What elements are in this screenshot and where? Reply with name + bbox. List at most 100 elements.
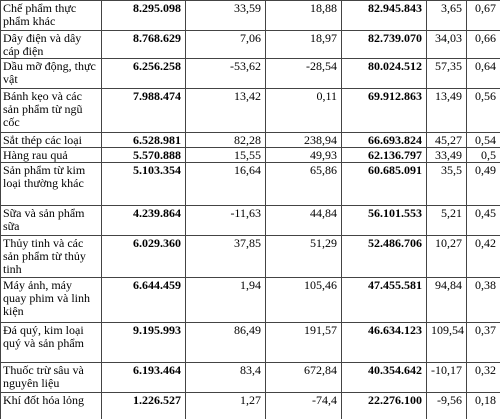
row-label: Chế phẩm thực phẩm khác	[0, 0, 102, 31]
table-row: Chế phẩm thực phẩm khác 8.295.098 33,59 18,…	[0, 0, 500, 31]
table-row: Khí đốt hóa lỏng 1.226.527 1,27 -74,4 22.276…	[0, 392, 500, 419]
table-row: Thuốc trừ sâu và nguyên liệu 6.193.464 83,…	[0, 362, 500, 393]
table-cell: 13,42	[185, 88, 266, 133]
table-cell: 22.276.100	[341, 392, 427, 419]
table-cell: 33,59	[185, 0, 266, 31]
table-cell: 0,38	[466, 277, 500, 323]
row-label: Bánh kẹo và các sản phẩm từ ngũ cốc	[0, 88, 102, 133]
table-cell: 191,57	[265, 322, 342, 363]
table-cell: 238,94	[265, 132, 342, 148]
table-cell: 6.256.258	[101, 58, 186, 89]
row-label: Hàng rau quả	[0, 147, 102, 163]
table-cell: 0,37	[466, 322, 500, 363]
table-cell: 0,5	[466, 147, 500, 163]
table-cell: 1.226.527	[101, 392, 186, 419]
table-cell: 51,29	[265, 235, 342, 278]
table-cell: 6.193.464	[101, 362, 186, 393]
table-cell: 0,49	[466, 162, 500, 206]
table-cell: 1,27	[185, 392, 266, 419]
row-label: Thuốc trừ sâu và nguyên liệu	[0, 362, 102, 393]
table-cell: 5.103.354	[101, 162, 186, 206]
table-cell: 6.029.360	[101, 235, 186, 278]
table-cell: -11,63	[185, 205, 266, 236]
table-cell: 109,54	[426, 322, 467, 363]
table-cell: 15,55	[185, 147, 266, 163]
table-cell: 65,86	[265, 162, 342, 206]
table-cell: 3,65	[426, 0, 467, 31]
table-row: Thủy tinh và các sản phẩm từ thủy tinh 6.…	[0, 235, 500, 278]
table-cell: -28,54	[265, 58, 342, 89]
table-row: Máy ảnh, máy quay phim và linh kiện 6.644…	[0, 277, 500, 323]
row-label: Sắt thép các loại	[0, 132, 102, 148]
table-cell: 6.528.981	[101, 132, 186, 148]
table-cell: 0,56	[466, 88, 500, 133]
table-cell: 52.486.706	[341, 235, 427, 278]
table-cell: 46.634.123	[341, 322, 427, 363]
table-cell: 80.024.512	[341, 58, 427, 89]
table-cell: 672,84	[265, 362, 342, 393]
table-cell: 94,84	[426, 277, 467, 323]
table-cell: 105,46	[265, 277, 342, 323]
table-cell: -10,17	[426, 362, 467, 393]
table-cell: -74,4	[265, 392, 342, 419]
table-cell: 13,49	[426, 88, 467, 133]
table-row: Đá quý, kim loại quý và sản phẩm 9.195.99…	[0, 322, 500, 363]
table-cell: 40.354.642	[341, 362, 427, 393]
table-cell: 0,64	[466, 58, 500, 89]
table-cell: 6.644.459	[101, 277, 186, 323]
table-cell: 0,42	[466, 235, 500, 278]
table-row: Sản phẩm từ kim loại thường khác 5.103.35…	[0, 162, 500, 206]
table-cell: 45,27	[426, 132, 467, 148]
table-cell: 7.988.474	[101, 88, 186, 133]
row-label: Dầu mỡ động, thực vật	[0, 58, 102, 89]
table-cell: 33,49	[426, 147, 467, 163]
table-cell: 82.739.070	[341, 30, 427, 59]
table-cell: 83,4	[185, 362, 266, 393]
table-cell: 8.295.098	[101, 0, 186, 31]
table-cell: 5,21	[426, 205, 467, 236]
table-cell: 44,84	[265, 205, 342, 236]
table-cell: 0,54	[466, 132, 500, 148]
row-label: Đá quý, kim loại quý và sản phẩm	[0, 322, 102, 363]
table-row: Dây điện và dây cáp điện 8.768.629 7,06 18,…	[0, 30, 500, 59]
table-cell: 4.239.864	[101, 205, 186, 236]
table-cell: 86,49	[185, 322, 266, 363]
table-cell: -9,56	[426, 392, 467, 419]
table-row: Bánh kẹo và các sản phẩm từ ngũ cốc 7.988…	[0, 88, 500, 133]
row-label: Sản phẩm từ kim loại thường khác	[0, 162, 102, 206]
table-cell: 0,18	[466, 392, 500, 419]
table-cell: 0,32	[466, 362, 500, 393]
row-label: Khí đốt hóa lỏng	[0, 392, 102, 419]
table-cell: 18,88	[265, 0, 342, 31]
table-row: Sữa và sản phẩm sữa 4.239.864 -11,63 44,84 5…	[0, 205, 500, 236]
table-cell: 7,06	[185, 30, 266, 59]
table-cell: 66.693.824	[341, 132, 427, 148]
table-row: Dầu mỡ động, thực vật 6.256.258 -53,62 -28,…	[0, 58, 500, 89]
row-label: Dây điện và dây cáp điện	[0, 30, 102, 59]
table-cell: 62.136.797	[341, 147, 427, 163]
table-cell: 82.945.843	[341, 0, 427, 31]
table-cell: 16,64	[185, 162, 266, 206]
table-cell: 10,27	[426, 235, 467, 278]
table-cell: 56.101.553	[341, 205, 427, 236]
table-cell: 8.768.629	[101, 30, 186, 59]
table-row: Hàng rau quả 5.570.888 15,55 49,93 62.136.79…	[0, 147, 500, 163]
table-cell: 35,5	[426, 162, 467, 206]
table-row: Sắt thép các loại 6.528.981 82,28 238,94 66.…	[0, 132, 500, 148]
row-label: Sữa và sản phẩm sữa	[0, 205, 102, 236]
table-cell: -53,62	[185, 58, 266, 89]
table-cell: 69.912.863	[341, 88, 427, 133]
table-cell: 18,97	[265, 30, 342, 59]
row-label: Máy ảnh, máy quay phim và linh kiện	[0, 277, 102, 323]
table-cell: 0,67	[466, 0, 500, 31]
table-cell: 0,45	[466, 205, 500, 236]
table-cell: 5.570.888	[101, 147, 186, 163]
table-cell: 0,11	[265, 88, 342, 133]
table-cell: 9.195.993	[101, 322, 186, 363]
table-cell: 57,35	[426, 58, 467, 89]
table-cell: 37,85	[185, 235, 266, 278]
table-cell: 60.685.091	[341, 162, 427, 206]
table-cell: 47.455.581	[341, 277, 427, 323]
